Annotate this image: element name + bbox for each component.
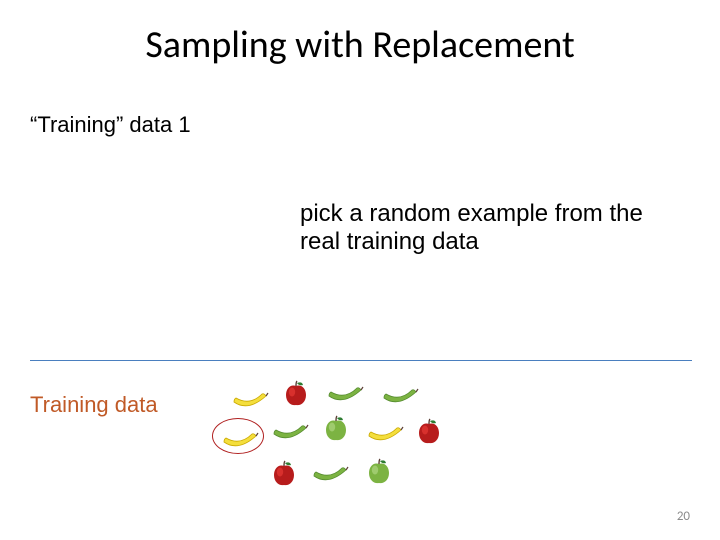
apple-green-icon <box>365 458 393 486</box>
fruit-item <box>282 380 310 408</box>
training-data-label: Training data <box>30 392 158 418</box>
fruit-item <box>365 422 405 444</box>
page-number: 20 <box>677 509 690 524</box>
banana-icon <box>380 384 420 406</box>
banana-icon <box>270 420 310 442</box>
banana-icon <box>365 422 405 444</box>
instruction-text: pick a random example from the real trai… <box>300 200 670 257</box>
fruit-item <box>325 382 365 404</box>
slide-title: Sampling with Replacement <box>0 22 720 68</box>
banana-icon <box>310 462 350 484</box>
banana-icon <box>325 382 365 404</box>
fruit-item <box>270 420 310 442</box>
fruit-item <box>230 388 270 410</box>
fruit-cluster <box>210 370 490 520</box>
fruit-item <box>270 460 298 488</box>
fruit-item <box>415 418 443 446</box>
divider <box>30 360 692 361</box>
banana-icon <box>230 388 270 410</box>
fruit-item <box>365 458 393 486</box>
fruit-item <box>380 384 420 406</box>
apple-red-icon <box>270 460 298 488</box>
apple-green-icon <box>322 415 350 443</box>
fruit-item <box>310 462 350 484</box>
selection-circle <box>212 418 264 454</box>
slide: Sampling with Replacement “Training” dat… <box>0 0 720 540</box>
fruit-item <box>322 415 350 443</box>
apple-red-icon <box>415 418 443 446</box>
apple-red-icon <box>282 380 310 408</box>
training-data-1-label: “Training” data 1 <box>30 112 191 138</box>
